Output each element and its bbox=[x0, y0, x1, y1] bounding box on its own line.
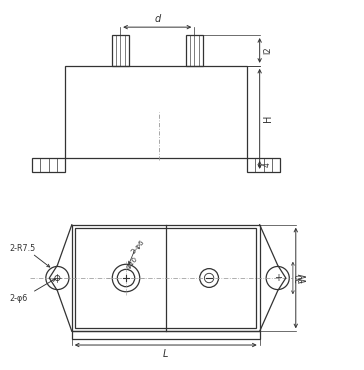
Bar bbox=[64, 66, 247, 158]
Bar bbox=[72, 331, 260, 339]
Text: φ10: φ10 bbox=[125, 256, 139, 270]
Bar bbox=[72, 225, 260, 331]
Text: d: d bbox=[154, 14, 161, 24]
Text: l2: l2 bbox=[263, 47, 272, 54]
Text: 2-φ6: 2-φ6 bbox=[130, 239, 145, 256]
Text: W: W bbox=[299, 273, 309, 283]
Text: 2-R7.5: 2-R7.5 bbox=[9, 245, 36, 253]
Text: 2-φ6: 2-φ6 bbox=[9, 294, 28, 303]
Text: L: L bbox=[163, 349, 169, 359]
Text: 4: 4 bbox=[263, 162, 272, 167]
Bar bbox=[75, 228, 256, 328]
Text: 30: 30 bbox=[296, 273, 304, 283]
Text: H: H bbox=[263, 115, 273, 122]
Bar bbox=[247, 158, 280, 172]
Bar bbox=[186, 35, 203, 66]
Bar bbox=[111, 35, 129, 66]
Bar bbox=[32, 158, 65, 172]
Text: +: + bbox=[274, 273, 282, 283]
